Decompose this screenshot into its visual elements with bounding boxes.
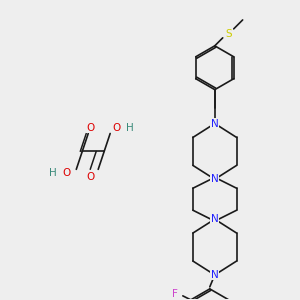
Text: N: N (211, 270, 219, 280)
Text: H: H (49, 168, 56, 178)
Text: O: O (86, 172, 94, 182)
Text: N: N (211, 174, 219, 184)
Text: N: N (211, 118, 219, 128)
Text: N: N (211, 214, 219, 224)
Text: S: S (225, 29, 232, 39)
Text: F: F (172, 289, 178, 299)
Text: O: O (112, 122, 120, 133)
Text: O: O (86, 122, 94, 133)
Text: O: O (62, 168, 70, 178)
Text: N: N (211, 174, 219, 184)
Text: H: H (126, 122, 134, 133)
